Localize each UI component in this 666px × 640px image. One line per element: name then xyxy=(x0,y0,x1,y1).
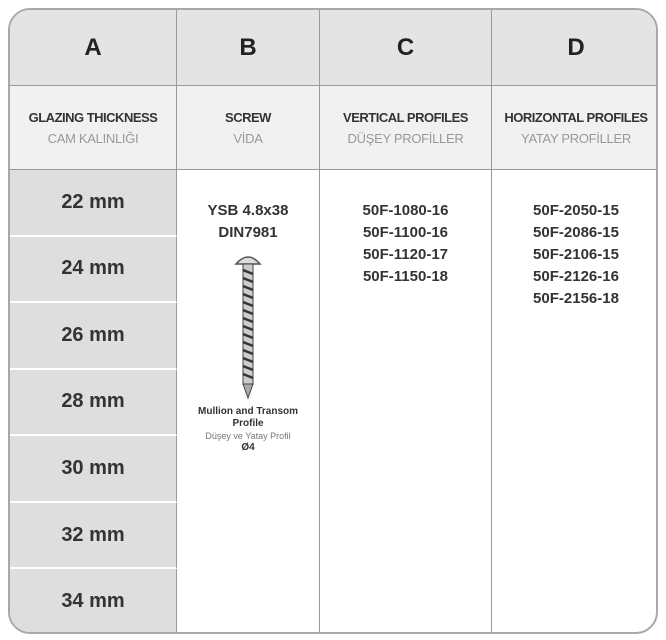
profile-code: 50F-1080-16 xyxy=(362,202,449,219)
thickness-cell: 26 mm xyxy=(10,303,177,370)
column-subtitle: VİDA xyxy=(233,130,263,146)
column-letter: B xyxy=(177,10,320,86)
profile-code: 50F-2126-16 xyxy=(533,268,619,285)
thickness-cell: 32 mm xyxy=(10,502,177,570)
column-subtitle: CAM KALINLIĞI xyxy=(47,130,139,146)
profile-code: 50F-2156-18 xyxy=(533,290,619,307)
column-header: SCREW VİDA xyxy=(177,86,320,170)
thickness-cell: 22 mm xyxy=(10,170,177,237)
column-header: VERTICAL PROFILES DÜŞEY PROFİLLER xyxy=(320,86,492,170)
thickness-cell: 24 mm xyxy=(10,236,177,304)
column-subtitle: YATAY PROFİLLER xyxy=(521,130,631,146)
column-header: HORIZONTAL PROFILES YATAY PROFİLLER xyxy=(492,86,656,170)
screw-size: Ø4 xyxy=(241,442,255,453)
profile-code: 50F-1100-16 xyxy=(362,224,449,241)
thickness-cell: 30 mm xyxy=(10,436,177,503)
table: A B C D GLAZING THICKNESS CAM KALINLIĞI … xyxy=(8,8,658,634)
screw-name: DIN7981 xyxy=(218,224,278,241)
screw-icon xyxy=(234,256,262,400)
screw-profile: Mullion and Transom Profile xyxy=(198,406,299,429)
column-letter: D xyxy=(492,10,656,86)
profile-code: 50F-2106-15 xyxy=(533,246,619,263)
column-subtitle: DÜŞEY PROFİLLER xyxy=(347,130,464,146)
screw-name: YSB 4.8x38 xyxy=(207,202,289,219)
column-title: GLAZING THICKNESS xyxy=(28,109,158,125)
thickness-cell: 28 mm xyxy=(10,369,177,437)
column-title: SCREW xyxy=(225,109,271,125)
screw-column: YSB 4.8x38 DIN7981 Mullion and Transom P… xyxy=(177,170,320,632)
column-letter: A xyxy=(10,10,177,86)
column-title: VERTICAL PROFILES xyxy=(343,109,468,125)
column-title: HORIZONTAL PROFILES xyxy=(504,109,648,125)
profile-code: 50F-2086-15 xyxy=(533,224,619,241)
screw-profile-tr: Düşey ve Yatay Profil xyxy=(205,431,291,441)
profile-code: 50F-1150-18 xyxy=(362,268,449,285)
vertical-column: 50F-1080-16 50F-1100-16 50F-1120-17 50F-115… xyxy=(320,170,492,632)
column-header: GLAZING THICKNESS CAM KALINLIĞI xyxy=(10,86,177,170)
profile-code: 50F-2050-15 xyxy=(533,202,619,219)
horizontal-column: 50F-2050-15 50F-2086-15 50F-2106-15 50F-212… xyxy=(492,170,656,632)
profile-code: 50F-1120-17 xyxy=(362,246,449,263)
thickness-cell: 34 mm xyxy=(10,569,177,632)
column-letter: C xyxy=(320,10,492,86)
